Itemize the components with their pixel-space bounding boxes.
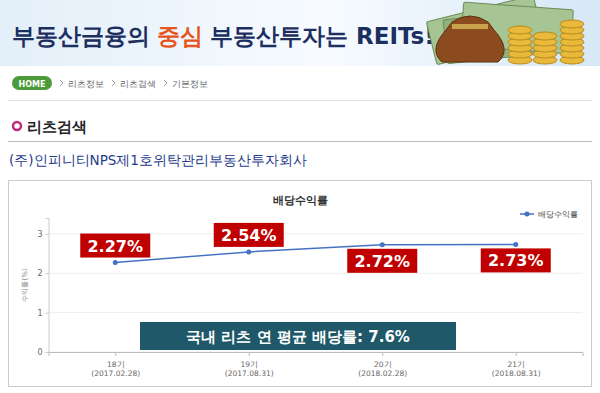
page-root: 부동산금융의중심부동산투자는 REITs!HOME리츠정보리츠검색기본정보리츠검…: [0, 0, 600, 393]
banner-title: 부동산금융의 중심 부동산투자는 REITs!: [12, 23, 435, 49]
y-tick-label: 0: [37, 348, 42, 357]
y-tick: 3: [37, 230, 48, 239]
money-bag-tie: [452, 24, 488, 29]
x-axis-line: [49, 353, 583, 357]
data-label-box: [347, 249, 417, 273]
x-tick-category: 18기: [107, 360, 125, 369]
banner-illustration: [426, 0, 584, 65]
x-tick-date: (2018.02.28): [358, 369, 407, 378]
series-line: [115, 244, 516, 262]
data-label: 2.72%: [347, 249, 417, 273]
x-tick-label: 19기(2017.08.31): [225, 360, 274, 378]
legend: 배당수익률: [520, 210, 578, 219]
series-marker: [246, 249, 251, 254]
data-label: 2.73%: [481, 248, 551, 272]
coin: [560, 20, 584, 28]
x-tick-label: 18기(2017.02.28): [91, 360, 140, 378]
x-tick-category: 21기: [507, 360, 525, 369]
breadcrumb-divider: [8, 100, 592, 101]
series-marker: [380, 242, 385, 247]
breadcrumb-item[interactable]: 리츠검색: [120, 79, 156, 89]
banner-tail: 부동산투자는 REITs!: [210, 23, 435, 49]
data-label-text: 2.73%: [488, 251, 544, 270]
section-divider: [8, 141, 592, 142]
coin: [533, 32, 557, 40]
data-labels: 2.27% 2.54% 2.72% 2.73%: [80, 223, 551, 273]
y-tick-label: 1: [37, 309, 42, 318]
y-axis-title: 수익률(%): [21, 268, 29, 301]
x-tick-category: 20기: [374, 360, 392, 369]
x-tick: 21기(2018.08.31): [492, 352, 541, 378]
x-tick: 20기(2018.02.28): [358, 352, 407, 378]
legend-label: 배당수익률: [538, 210, 578, 219]
series-marker: [113, 260, 118, 265]
grid-line: [49, 273, 583, 274]
x-tick-date: (2018.08.31): [492, 369, 541, 378]
home-badge[interactable]: [12, 76, 52, 90]
x-tick: 18기(2017.02.28): [91, 352, 140, 378]
banner-lead: 부동산금융의: [12, 23, 150, 49]
y-axis: 0 1 2 3: [37, 219, 49, 358]
data-label-text: 2.54%: [221, 226, 277, 245]
data-label-box: [80, 234, 150, 258]
x-tick-mark: [115, 352, 116, 356]
annotation: 국내 리츠 연 평균 배당률: 7.6%: [140, 322, 456, 350]
y-tick: 1: [37, 309, 48, 318]
y-tick-mark: [46, 234, 49, 235]
data-label-text: 2.72%: [354, 252, 410, 271]
x-tick: 19기(2017.08.31): [225, 352, 274, 378]
y-tick: 0: [37, 348, 48, 357]
data-label-box: [481, 248, 551, 272]
company-name: (주)인피니티NPS제1호위탁관리부동산투자회사: [9, 152, 307, 168]
legend-marker: [525, 212, 530, 217]
grid: [49, 234, 583, 352]
y-tick-mark: [46, 313, 49, 314]
plot-area: [113, 242, 519, 265]
chart-title: 배당수익률: [273, 194, 328, 207]
y-tick-label: 3: [37, 230, 42, 239]
annotation-box: [140, 322, 456, 350]
x-tick-mark: [516, 352, 517, 356]
breadcrumb-separator: [60, 80, 63, 86]
x-tick-mark: [249, 352, 250, 356]
section-title: 리츠검색: [27, 118, 87, 136]
x-axis: 18기(2017.02.28)19기(2017.08.31)20기(2018.0…: [49, 352, 583, 378]
data-label: 2.27%: [80, 234, 150, 258]
breadcrumb-separator: [164, 80, 167, 86]
y-tick-label: 2: [37, 269, 42, 278]
data-label-text: 2.27%: [87, 237, 143, 256]
y-axis-line: [46, 219, 50, 353]
money-bag: [436, 16, 504, 62]
y-tick-mark: [46, 273, 49, 274]
home-label[interactable]: HOME: [19, 80, 46, 89]
grid-line: [49, 312, 583, 313]
x-tick-date: (2017.02.28): [91, 369, 140, 378]
coin: [508, 26, 532, 34]
page-canvas: 부동산금융의중심부동산투자는 REITs!HOME리츠정보리츠검색기본정보리츠검…: [0, 0, 600, 393]
banner-highlight: 중심: [157, 23, 203, 49]
breadcrumb-item[interactable]: 리츠정보: [68, 79, 104, 89]
x-tick-date: (2017.08.31): [225, 369, 274, 378]
banner-bg: [0, 0, 600, 66]
data-label-box: [214, 223, 284, 247]
breadcrumb-item[interactable]: 기본정보: [172, 79, 208, 89]
section-bullet: [13, 122, 21, 130]
data-label: 2.54%: [214, 223, 284, 247]
chart-frame: [9, 181, 592, 387]
y-tick-mark: [46, 352, 49, 353]
x-tick-label: 21기(2018.08.31): [492, 360, 541, 378]
x-tick-label: 20기(2018.02.28): [358, 360, 407, 378]
series-marker: [513, 242, 518, 247]
x-tick-category: 19기: [240, 360, 258, 369]
annotation-text: 국내 리츠 연 평균 배당률: 7.6%: [186, 328, 410, 346]
x-tick-mark: [382, 352, 383, 356]
y-tick: 2: [37, 269, 48, 278]
breadcrumb-separator: [112, 80, 115, 86]
